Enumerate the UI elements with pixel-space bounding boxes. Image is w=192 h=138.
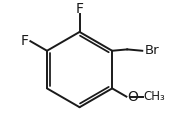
Text: F: F [21,34,29,48]
Text: O: O [127,90,138,104]
Text: CH₃: CH₃ [143,90,165,103]
Text: F: F [76,2,84,16]
Text: Br: Br [145,44,160,57]
